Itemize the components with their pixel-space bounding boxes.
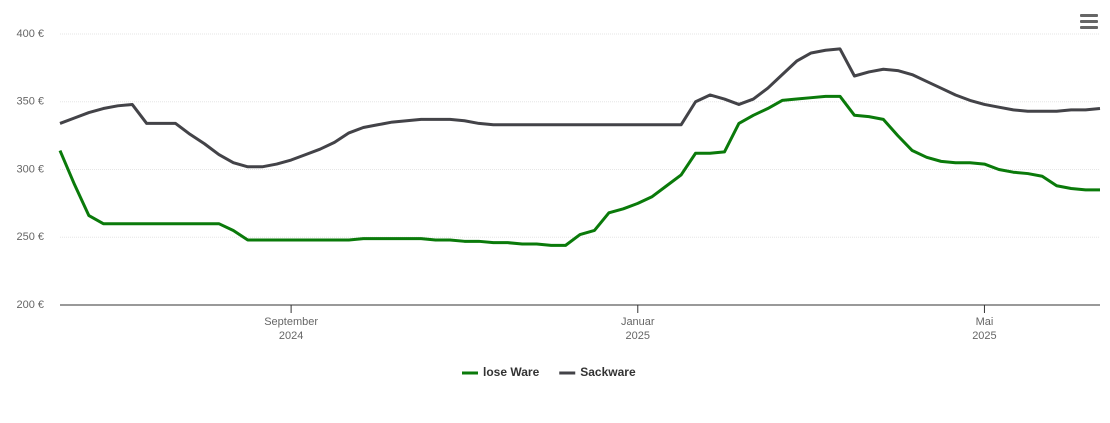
y-tick-label: 200 €	[16, 299, 44, 311]
y-tick-label: 400 €	[16, 28, 44, 40]
y-tick-label: 300 €	[16, 163, 44, 175]
x-tick-label: September 2024	[264, 316, 319, 342]
menu-bar[interactable]	[1080, 14, 1098, 17]
line-series	[59, 47, 1101, 169]
menu-bar[interactable]	[1080, 26, 1098, 29]
y-tick-label: 350 €	[16, 96, 44, 108]
legend-label: Sackware	[580, 365, 636, 379]
menu-bar[interactable]	[1080, 20, 1098, 23]
y-tick-label: 250 €	[16, 231, 44, 243]
legend-label: lose Ware	[483, 365, 540, 379]
x-tick-label: Januar 2025	[620, 316, 655, 342]
menu-button[interactable]	[1080, 14, 1098, 29]
x-tick-label: Mai 2025	[972, 316, 997, 342]
line-series	[58, 94, 1100, 247]
